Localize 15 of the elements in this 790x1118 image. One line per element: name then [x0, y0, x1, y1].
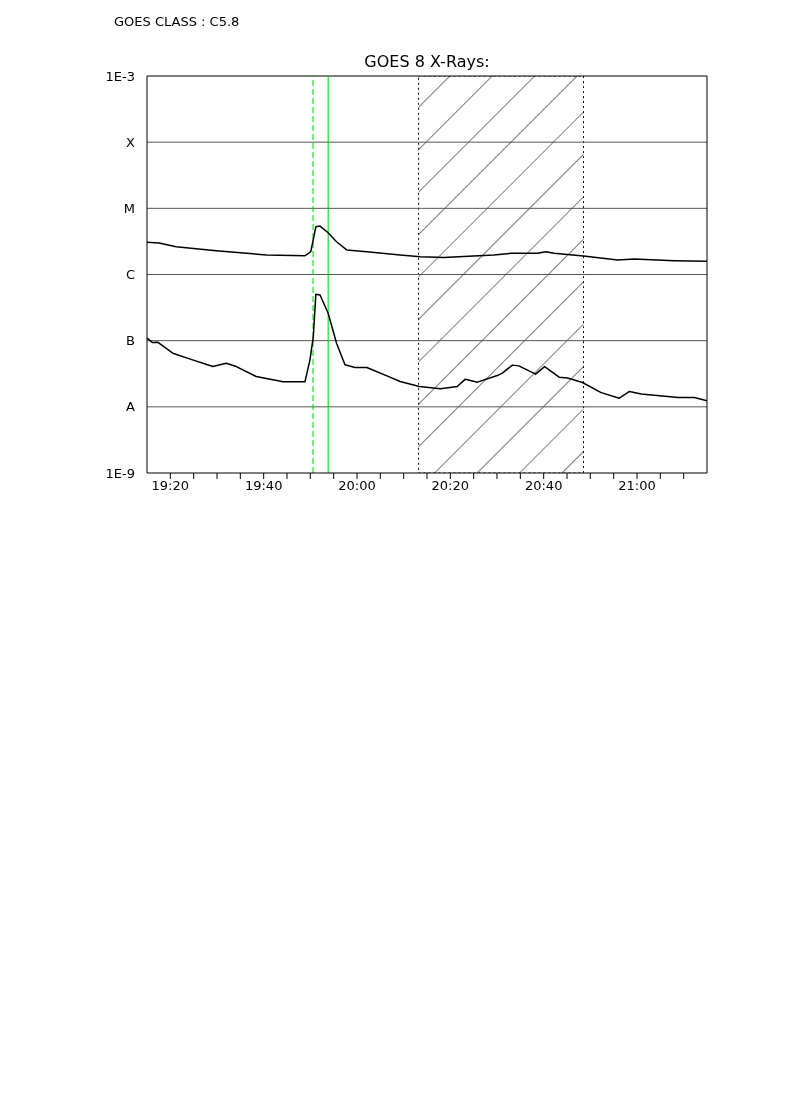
x-tick-label: 20:40	[524, 478, 563, 494]
x-tick-label: 20:20	[431, 478, 470, 494]
y-tick-label: A	[126, 399, 136, 415]
y-tick-label: 1E-9	[105, 465, 135, 481]
y-tick-label: C	[125, 267, 135, 283]
text: GOES CLASS : C5.8	[114, 14, 240, 29]
y-tick-label: 1E-3	[105, 68, 135, 84]
chart-title: GOES 8 X-Rays:	[363, 52, 491, 71]
x-tick-label: 19:40	[244, 478, 283, 494]
x-tick-label: 19:20	[151, 478, 190, 494]
y-tick-label: M	[123, 200, 135, 216]
x-tick-label: 20:00	[338, 478, 376, 494]
y-tick-label: B	[126, 333, 135, 349]
x-tick-label: 21:00	[618, 478, 656, 494]
y-tick-label: X	[126, 134, 136, 150]
